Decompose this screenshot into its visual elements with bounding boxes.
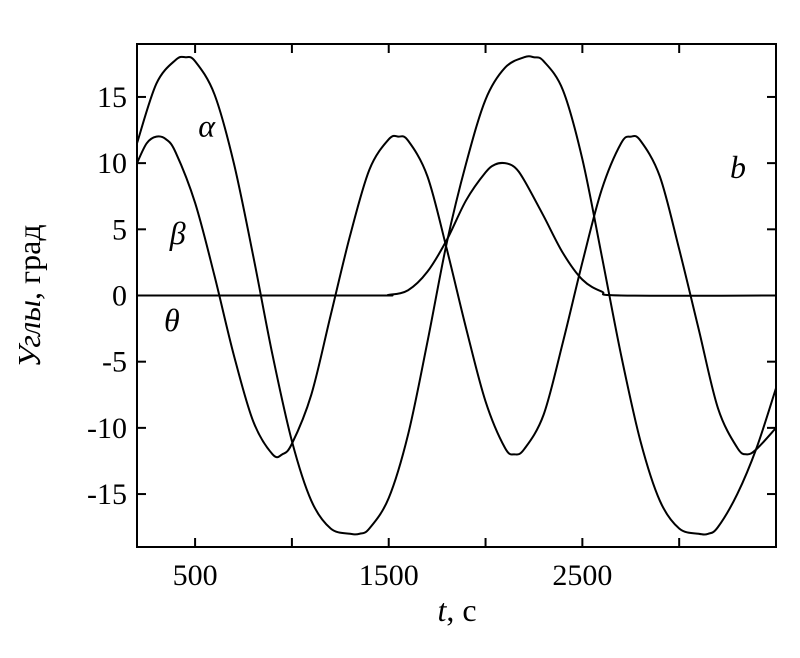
series-line-theta bbox=[136, 161, 777, 297]
series-line-alpha bbox=[136, 55, 777, 536]
x-tick-label: 1500 bbox=[359, 559, 419, 592]
y-tick-label: 5 bbox=[112, 213, 127, 246]
series-label-alpha: α bbox=[198, 108, 216, 144]
series-line-beta bbox=[136, 134, 777, 459]
panel-label: b bbox=[730, 149, 746, 185]
y-axis-unit: , град bbox=[11, 224, 47, 300]
y-axis-name: Углы bbox=[11, 300, 47, 368]
axis-ticks bbox=[137, 44, 776, 547]
series-label-theta: θ bbox=[164, 302, 180, 338]
series-label-beta: β bbox=[169, 215, 186, 251]
y-tick-label: 15 bbox=[97, 81, 127, 114]
y-tick-label: -10 bbox=[87, 412, 127, 445]
x-tick-label: 2500 bbox=[552, 559, 612, 592]
x-tick-label: 500 bbox=[173, 559, 218, 592]
series-labels: α β θ bbox=[164, 108, 216, 339]
y-tick-label: -15 bbox=[87, 478, 127, 511]
x-axis-title: t, с bbox=[437, 592, 476, 628]
x-axis-unit: , с bbox=[446, 592, 476, 628]
y-tick-label: 0 bbox=[112, 280, 127, 313]
series-group bbox=[136, 55, 777, 536]
y-tick-label: 10 bbox=[97, 147, 127, 180]
y-tick-label: -5 bbox=[102, 346, 127, 379]
y-axis-title: Углы, град bbox=[11, 224, 47, 367]
x-axis-variable: t bbox=[437, 592, 447, 628]
tick-labels: 500 1500 2500 15 10 5 0 -5 -10 -15 bbox=[87, 81, 612, 592]
